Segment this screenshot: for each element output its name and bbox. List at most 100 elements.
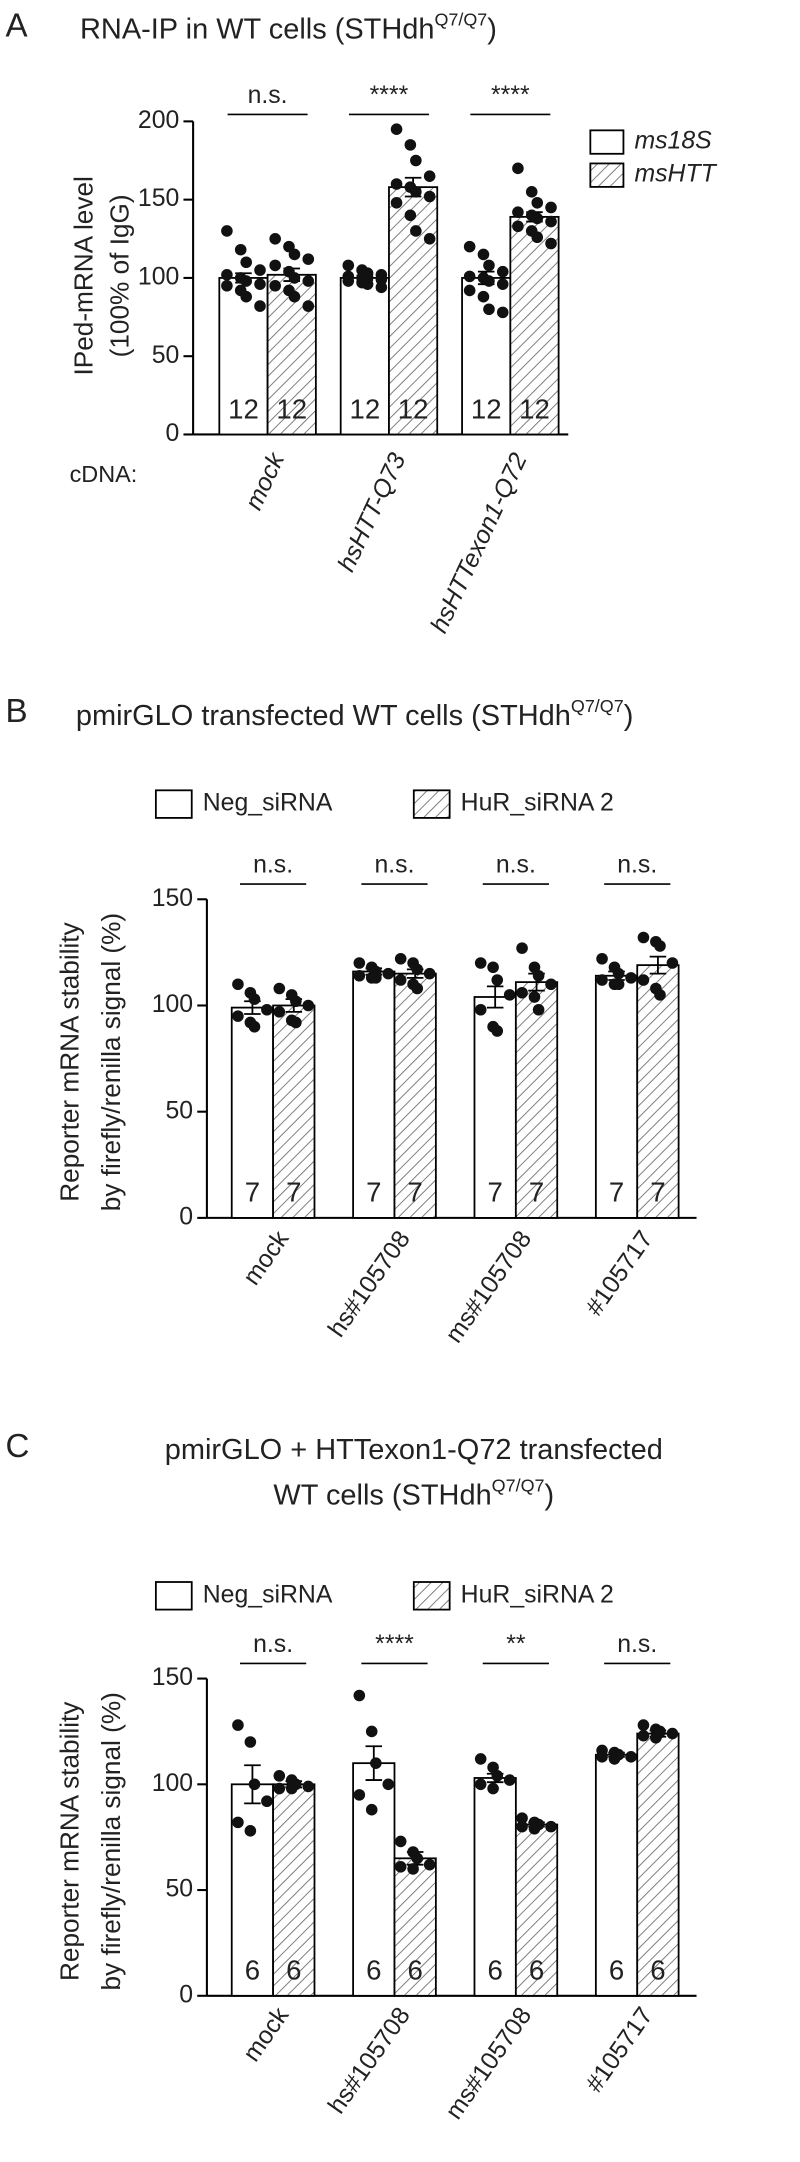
data-point xyxy=(269,279,281,292)
title-text: pmirGLO transfected WT cells (STHdh xyxy=(76,700,571,732)
data-point xyxy=(248,993,261,1005)
significance-label: n.s. xyxy=(496,852,536,879)
data-point xyxy=(474,1753,487,1765)
data-point xyxy=(596,952,608,965)
bar xyxy=(352,970,396,1219)
data-point xyxy=(531,212,544,225)
y-tick-label: 0 xyxy=(179,1981,193,2008)
data-point xyxy=(390,178,403,190)
data-point xyxy=(545,215,557,228)
data-point xyxy=(221,225,233,237)
n-label: 7 xyxy=(245,1177,260,1208)
data-point xyxy=(232,978,244,991)
x-tick-label: hsHTTexon1-Q72 xyxy=(426,449,533,637)
data-point xyxy=(240,290,253,303)
data-point xyxy=(666,1727,679,1740)
bar xyxy=(514,981,559,1219)
data-point xyxy=(516,1820,528,1833)
data-point xyxy=(496,265,509,278)
data-point xyxy=(516,986,528,999)
x-tick-label: mock xyxy=(238,2002,294,2067)
significance-label: n.s. xyxy=(374,852,414,879)
data-point xyxy=(244,1825,257,1837)
data-point xyxy=(474,1003,487,1016)
data-point xyxy=(503,989,516,1001)
x-axis-label: cDNA: xyxy=(70,461,138,487)
chart-title: pmirGLO transfected WT cells (STHdhQ7/Q7… xyxy=(76,696,633,732)
x-tick-label: ms#105708 xyxy=(441,1226,538,1348)
data-point xyxy=(302,253,315,265)
y-tick-label: 100 xyxy=(152,991,193,1018)
data-point xyxy=(525,186,538,198)
data-point xyxy=(483,259,495,272)
data-point xyxy=(244,1736,257,1748)
data-point xyxy=(353,1689,366,1702)
significance-label: ** xyxy=(506,1631,526,1658)
error-bar xyxy=(649,955,667,975)
title-text: RNA-IP in WT cells (STHdh xyxy=(80,13,434,45)
bar xyxy=(594,974,639,1219)
data-point xyxy=(361,278,374,290)
data-point xyxy=(221,268,233,281)
data-point xyxy=(285,1782,298,1795)
data-point xyxy=(532,1003,545,1016)
data-point xyxy=(269,259,281,272)
data-point xyxy=(474,957,487,969)
n-label: 12 xyxy=(398,393,429,424)
data-point xyxy=(254,300,266,312)
significance-label: n.s. xyxy=(253,852,293,879)
data-point xyxy=(394,1860,407,1873)
data-point xyxy=(411,963,424,976)
y-tick-label: 50 xyxy=(166,1876,194,1903)
data-point xyxy=(273,1006,286,1018)
y-tick-label: 100 xyxy=(138,263,179,290)
data-point xyxy=(512,206,524,218)
data-point xyxy=(637,1719,650,1731)
y-tick-label: 150 xyxy=(138,185,179,212)
data-point xyxy=(483,275,495,287)
data-point xyxy=(545,237,557,250)
bar xyxy=(514,1823,559,1997)
y-axis-label: Reporter mRNA stability xyxy=(55,1701,85,1981)
data-point xyxy=(483,303,495,316)
data-point xyxy=(353,969,366,982)
legend-swatch xyxy=(589,162,625,188)
data-point xyxy=(353,1789,366,1801)
legend-swatch xyxy=(412,1581,451,1611)
n-label: 12 xyxy=(519,393,550,424)
y-tick-label: 50 xyxy=(166,1097,194,1124)
data-point xyxy=(382,1778,395,1791)
data-point xyxy=(477,290,490,303)
data-point xyxy=(612,967,625,980)
data-point xyxy=(637,931,650,944)
significance-label: n.s. xyxy=(617,852,657,879)
title-superscript: Q7/Q7 xyxy=(492,1475,545,1495)
data-point xyxy=(625,1751,637,1763)
data-point xyxy=(273,1782,286,1795)
data-point xyxy=(234,243,247,256)
title-superscript: Q7/Q7 xyxy=(434,9,487,29)
n-label: 7 xyxy=(408,1177,423,1208)
n-label: 7 xyxy=(609,1177,624,1208)
data-point xyxy=(496,306,509,319)
data-point xyxy=(375,281,388,294)
n-label: 6 xyxy=(609,1955,624,1986)
data-point xyxy=(596,974,608,986)
y-axis-label: by firefly/renilla signal (%) xyxy=(96,1692,126,1990)
data-point xyxy=(342,275,355,287)
significance-label: n.s. xyxy=(617,1631,657,1658)
data-point xyxy=(463,270,476,283)
data-point xyxy=(411,982,424,995)
chart-title: RNA-IP in WT cells (STHdhQ7/Q7) xyxy=(80,9,497,45)
title-text: pmirGLO + HTTexon1-Q72 transfected xyxy=(165,1434,663,1466)
data-point xyxy=(423,232,436,245)
bar xyxy=(636,964,680,1219)
data-point xyxy=(410,225,422,237)
y-tick-label: 0 xyxy=(179,1203,193,1230)
data-point xyxy=(596,1751,608,1763)
bar xyxy=(461,277,512,436)
bar xyxy=(352,1762,396,1997)
data-point xyxy=(612,978,625,991)
